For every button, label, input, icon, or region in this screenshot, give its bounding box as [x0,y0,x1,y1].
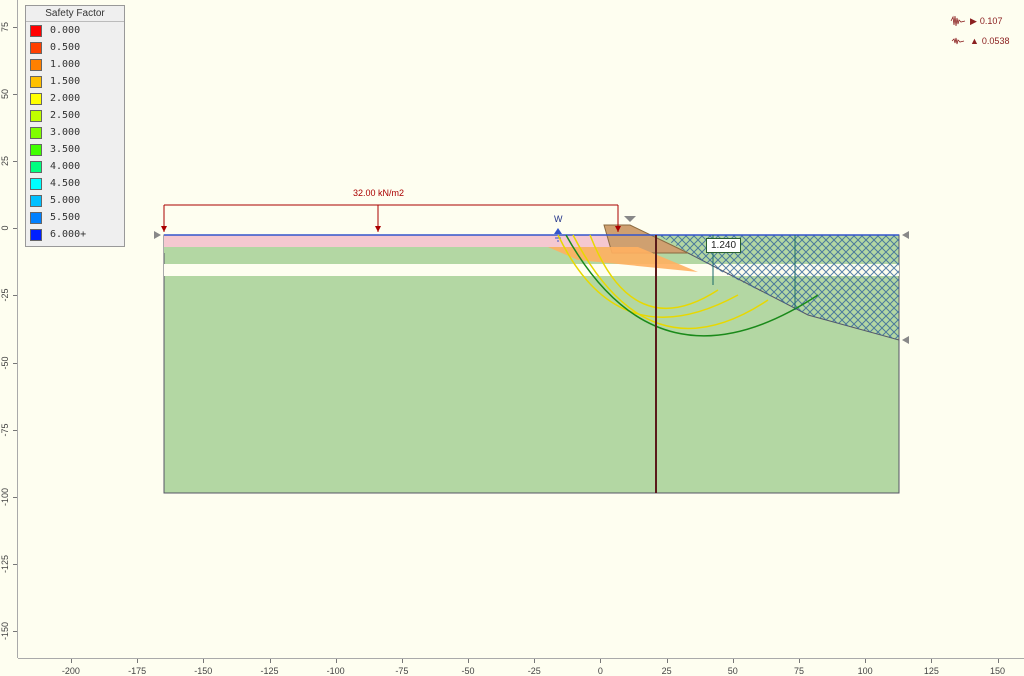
legend-row: 4.500 [26,175,124,192]
legend-label: 3.000 [50,127,80,138]
legend-label: 4.000 [50,161,80,172]
legend-swatch [30,161,42,173]
y-ruler: 75 50 25 0 -25 -50 -75 -100 -125 -150 [0,0,18,658]
legend-row: 4.000 [26,158,124,175]
y-tick-label: 0 [0,219,10,237]
legend-label: 3.500 [50,144,80,155]
legend-swatch [30,195,42,207]
x-tick-label: -200 [56,666,86,676]
legend-swatch [30,127,42,139]
legend-label: 0.000 [50,25,80,36]
y-tick-label: -75 [0,421,10,439]
x-tick-label: -125 [255,666,285,676]
y-tick-label: -50 [0,354,10,372]
x-tick-label: 25 [652,666,682,676]
legend-swatch [30,229,42,241]
triangle-up-icon: ▲ [970,36,979,46]
x-tick-label: -150 [188,666,218,676]
legend-row: 2.500 [26,107,124,124]
model-canvas[interactable]: 32.00 kN/m2 W 1.240 [18,0,1024,658]
legend-label: 6.000+ [50,229,86,240]
legend-swatch [30,59,42,71]
y-tick-label: 50 [0,85,10,103]
legend-swatch [30,110,42,122]
legend-panel[interactable]: Safety Factor 0.000 0.500 1.000 1.500 2.000 2… [25,5,125,247]
y-tick-label: 25 [0,152,10,170]
x-tick-label: 150 [983,666,1013,676]
seismic-vertical: ▲ 0.0538 [949,35,1014,47]
legend-title: Safety Factor [26,6,124,22]
x-tick-label: -100 [321,666,351,676]
legend-row: 0.000 [26,22,124,39]
legend-row: 3.500 [26,141,124,158]
x-tick-label: 125 [916,666,946,676]
legend-label: 1.500 [50,76,80,87]
x-tick-label: 75 [784,666,814,676]
legend-swatch [30,212,42,224]
legend-swatch [30,25,42,37]
legend-label: 0.500 [50,42,80,53]
seismic-horizontal: ▶ 0.107 [949,15,1014,27]
seismic-indicator: ▶ 0.107 ▲ 0.0538 [949,15,1014,55]
legend-label: 1.000 [50,59,80,70]
fs-result-value: 1.240 [711,240,736,251]
legend-swatch [30,178,42,190]
legend-swatch [30,144,42,156]
x-tick-label: -25 [519,666,549,676]
triangle-right-icon: ▶ [970,16,977,27]
seismic-wave-icon [949,35,967,47]
x-tick-label: -50 [453,666,483,676]
x-tick-label: -75 [387,666,417,676]
legend-label: 4.500 [50,178,80,189]
legend-row: 5.000 [26,192,124,209]
legend-row: 2.000 [26,90,124,107]
seismic-wave-icon [949,15,967,27]
legend-label: 5.500 [50,212,80,223]
legend-swatch [30,93,42,105]
legend-label: 2.000 [50,93,80,104]
seismic-v-value: 0.0538 [982,36,1010,46]
x-tick-label: 0 [585,666,615,676]
x-tick-label: -175 [122,666,152,676]
legend-swatch [30,42,42,54]
y-tick-label: -25 [0,286,10,304]
legend-row: 6.000+ [26,226,124,243]
legend-swatch [30,76,42,88]
y-tick-label: 75 [0,18,10,36]
legend-row: 3.000 [26,124,124,141]
model-svg [18,0,1024,658]
legend-row: 5.500 [26,209,124,226]
x-tick-label: 50 [718,666,748,676]
x-tick-label: 100 [850,666,880,676]
legend-row: 0.500 [26,39,124,56]
seismic-h-value: 0.107 [980,16,1003,26]
y-tick-label: -150 [0,622,10,640]
x-ruler: -200 -175 -150 -125 -100 -75 -50 -25 0 25 50 75 100 1… [18,658,1024,676]
legend-label: 5.000 [50,195,80,206]
y-tick-label: -125 [0,555,10,573]
legend-label: 2.500 [50,110,80,121]
fs-result-box[interactable]: 1.240 [706,238,741,253]
legend-row: 1.000 [26,56,124,73]
y-tick-label: -100 [0,488,10,506]
legend-row: 1.500 [26,73,124,90]
